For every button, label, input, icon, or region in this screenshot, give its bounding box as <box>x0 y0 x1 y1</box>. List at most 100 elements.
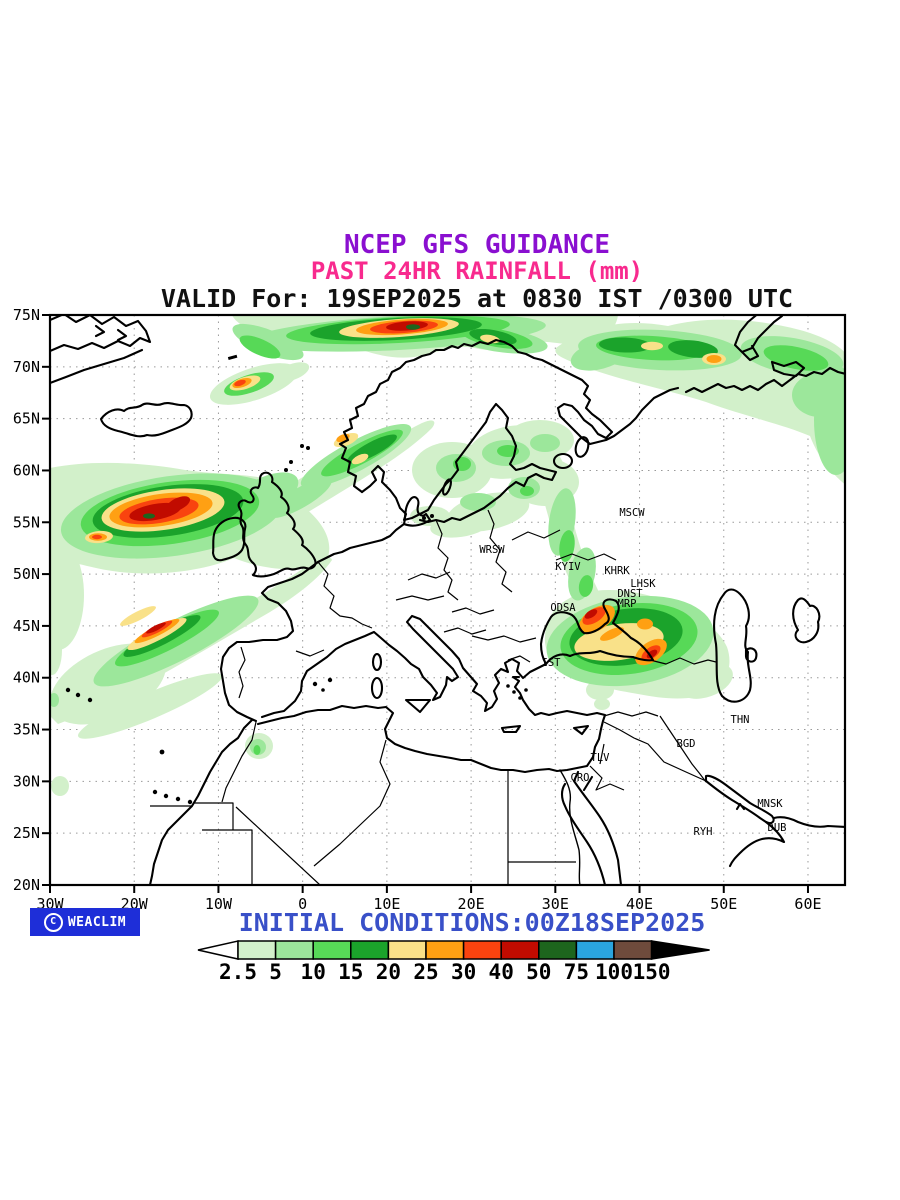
lat-label: 50N <box>13 565 40 583</box>
isle-crete <box>500 724 522 734</box>
rainfall-shading <box>50 315 845 796</box>
colorbar-cell <box>613 940 653 960</box>
lon-label: 0 <box>298 895 307 913</box>
page-title: NCEP GFS GUIDANCE <box>343 230 611 260</box>
lat-label: 65N <box>13 410 40 428</box>
initial-conditions-line: INITIAL CONDITIONS:00Z18SEP2025 <box>238 908 706 937</box>
colorbar-level-label: 40 <box>489 960 514 984</box>
city-label-lhsk: LHSK <box>630 578 656 590</box>
isle-cyprus <box>572 724 590 736</box>
coast-north-sea <box>316 522 406 564</box>
isle-gotland <box>442 478 452 496</box>
colorbar-cell <box>425 940 465 960</box>
city-label-odsa: ODSA <box>550 602 576 614</box>
city-label-kyiv: KYIV <box>555 561 581 573</box>
coast-baltic <box>360 402 558 524</box>
coast-norway-kola <box>338 338 680 494</box>
colorbar-under-arrow <box>197 940 239 960</box>
city-label-mrp: MRP <box>618 598 637 610</box>
colorbar-level-label: 50 <box>526 960 551 984</box>
colorbar-cell <box>350 940 390 960</box>
coast-makran <box>772 816 845 828</box>
city-label-wrsw: WRSW <box>479 544 505 556</box>
coast-med-north <box>260 614 548 719</box>
lake-ladoga <box>552 452 574 470</box>
lat-label: 40N <box>13 669 40 687</box>
coast-britain <box>237 471 317 578</box>
coast-iceland <box>99 401 193 438</box>
city-label-bgd: BGD <box>677 738 696 750</box>
city-label-ist: IST <box>542 657 562 669</box>
colorbar-cell <box>462 940 502 960</box>
isle-sardinia <box>370 676 384 700</box>
weaclim-badge: C WEACLIM <box>30 908 140 936</box>
coast-ireland <box>211 516 247 562</box>
coast-west-europe <box>219 560 320 723</box>
colorbar-level-label: 150 <box>633 960 671 984</box>
city-label-ryh: RYH <box>694 826 713 838</box>
colorbar-cell <box>575 940 615 960</box>
map-frame <box>48 313 847 887</box>
colorbar-cell <box>237 940 277 960</box>
coast-black-sea <box>539 598 655 666</box>
coast-persian-gulf <box>704 774 775 825</box>
lon-label: 10W <box>205 895 233 913</box>
lon-label: 30E <box>542 895 569 913</box>
coast-pechora <box>684 366 845 394</box>
colorbar-level-label: 100 <box>595 960 633 984</box>
colorbar-level-label: 75 <box>564 960 589 984</box>
page-subtitle: PAST 24HR RAINFALL (mm) <box>310 257 644 285</box>
river-nile <box>559 769 581 885</box>
isle-sicily <box>404 698 432 714</box>
small-islands <box>65 354 528 805</box>
lake-onega <box>574 436 590 458</box>
lat-label: 70N <box>13 358 40 376</box>
coast-aral <box>792 597 821 644</box>
colorbar-cell <box>274 940 314 960</box>
lon-label: 10E <box>373 895 400 913</box>
color-scale: 2.5 5 10 15 20 25 30 40 50 75 100 150 <box>197 940 710 984</box>
lon-label: 60E <box>794 895 821 913</box>
city-label-cro: CRO <box>571 772 590 784</box>
brand-label: WEACLIM <box>67 914 127 930</box>
city-label-dub: DUB <box>768 822 787 834</box>
city-label-tlv: TLV <box>591 752 611 764</box>
city-label-thn: THN <box>731 714 750 726</box>
lat-label: 45N <box>13 617 40 635</box>
colorbar-level-label: 10 <box>301 960 326 984</box>
city-label-dnst: DNST <box>617 588 643 600</box>
colorbar-cell <box>500 940 540 960</box>
isle-corsica <box>371 652 383 672</box>
city-label-khrk: KHRK <box>604 565 630 577</box>
coast-denmark <box>402 496 432 527</box>
colorbar-cell <box>538 940 578 960</box>
lat-label: 75N <box>13 306 40 324</box>
coast-caspian <box>713 588 758 703</box>
copyright-icon: C <box>43 912 63 932</box>
colorbar-level-label: 5 <box>269 960 282 984</box>
coast-novaya-zemlya <box>733 315 806 378</box>
country-borders <box>150 509 717 885</box>
lat-label: 55N <box>13 513 40 531</box>
lat-label: 35N <box>13 721 40 739</box>
city-label-mnsk: MNSK <box>757 798 783 810</box>
lat-label: 30N <box>13 772 40 790</box>
lat-label: 60N <box>13 461 40 479</box>
valid-time-line: VALID For: 19SEP2025 at 0830 IST /0300 U… <box>160 284 794 313</box>
lon-label: 20E <box>458 895 485 913</box>
lon-label: 50E <box>710 895 737 913</box>
lon-label: 40E <box>626 895 653 913</box>
colorbar-level-label: 25 <box>413 960 438 984</box>
coast-turkey-levant-africa <box>256 675 607 774</box>
colorbar-level-label: 15 <box>338 960 363 984</box>
lat-label: 25N <box>13 824 40 842</box>
coastlines <box>50 315 845 885</box>
colorbar-cell <box>312 940 352 960</box>
coast-oman <box>728 820 786 868</box>
lat-label: 20N <box>13 876 40 894</box>
coast-red-sea <box>560 770 623 885</box>
colorbar-cell <box>387 940 427 960</box>
